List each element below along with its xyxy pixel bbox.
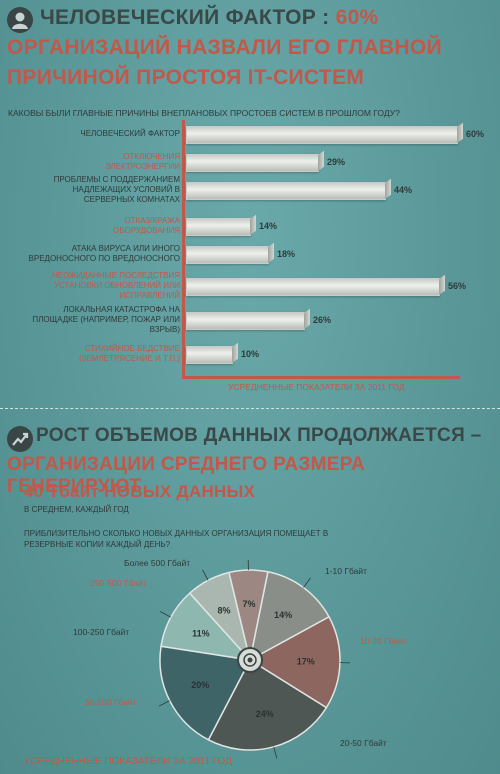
bar-value-label: 18% — [277, 249, 296, 259]
bar-category-label: АТАКА ВИРУСА ИЛИ ИНОГО ВРЕДОНОСНОГО ПО ВР… — [28, 244, 180, 263]
bar — [186, 346, 233, 364]
pie-value-label: 8% — [218, 606, 231, 616]
section1-title-line2: ОРГАНИЗАЦИЙ НАЗВАЛИ ЕГО ГЛАВНОЙ — [7, 36, 442, 59]
pie-slice — [248, 570, 331, 662]
target-icon-dot — [247, 657, 253, 663]
section1-title-pct: 60% — [335, 6, 379, 29]
bar-value-label: 14% — [259, 221, 278, 231]
bar — [186, 312, 305, 330]
pie-leader-line — [202, 569, 209, 581]
bar-category-label: СТИХИЙНОЕ БЕДСТВИЕ (ЗЕМЛЕТРЯСЕНИЕ И Т.П.) — [79, 344, 180, 363]
bar-category-label: ОТКАЗ/КРАЖА ОБОРУДОВАНИЯ — [113, 216, 180, 235]
growth-chart-icon — [7, 426, 33, 452]
pie-value-label: 7% — [243, 599, 256, 609]
bar-chart: УСРЕДНЕННЫЕ ПОКАЗАТЕЛИ ЗА 2011 ГОД 60% ЧЕ… — [0, 120, 500, 400]
section1-title-line1: ЧЕЛОВЕЧЕСКИЙ ФАКТОР : 60% — [40, 6, 379, 30]
pie-category-label: 250-500 Тбайт — [90, 578, 147, 588]
section2-title-line1: РОСТ ОБЪЕМОВ ДАННЫХ ПРОДОЛЖАЕТСЯ – — [36, 425, 482, 446]
pie-category-label: 10-20 Гбайт — [360, 636, 407, 646]
pie-chart-footer: УСРЕДНЕННЫЕ ПОКАЗАТЕЛИ ЗА 2011 ГОД — [24, 756, 232, 767]
bar-category-label: ОТКЛЮЧЕНИЯ ЭЛЕКТРОЭНЕРГИИ — [104, 152, 180, 171]
pie-slice — [228, 569, 269, 661]
section1-title-part1: ЧЕЛОВЕЧЕСКИЙ ФАКТОР : — [40, 6, 330, 29]
pie-leader-line — [160, 611, 172, 618]
bar-value-label: 60% — [466, 129, 485, 139]
section2-subtitle: В СРЕДНЕМ, КАЖДЫЙ ГОД — [24, 505, 129, 514]
pie-category-label: 1-10 Гбайт — [325, 566, 368, 576]
pie-value-label: 14% — [274, 610, 292, 620]
pie-category-label: 50-100 Гбайт — [85, 697, 137, 707]
bar-category-label: ЛОКАЛЬНАЯ КАТАСТРОФА НА ПЛОЩАДКЕ (НАПРИМЕ… — [32, 305, 180, 334]
pie-category-label: 20-50 Гбайт — [340, 738, 387, 748]
pie-slice — [159, 645, 252, 741]
person-icon — [7, 7, 33, 33]
bar-chart-axis-bottom — [182, 376, 460, 379]
pie-value-label: 11% — [192, 628, 210, 638]
bar-category-label: ПРОБЛЕМЫ С ПОДДЕРЖАНИЕМ НАДЛЕЖАЩИХ УСЛОВИ… — [53, 175, 180, 204]
pie-leader-line — [158, 700, 170, 707]
bar-value-label: 44% — [394, 185, 413, 195]
pie-leader-line — [273, 746, 278, 759]
section1-question: Каковы были главные причины внеплановых … — [8, 108, 400, 118]
section-divider — [0, 408, 500, 409]
bar — [186, 154, 319, 172]
bar — [186, 218, 251, 236]
bar-value-label: 26% — [313, 315, 332, 325]
bar-value-label: 29% — [327, 157, 346, 167]
target-icon-ring — [243, 653, 257, 667]
section2-title-line3: 40 Тбайт НОВЫХ ДАННЫХ — [24, 482, 256, 501]
pie-category-label: 100-250 Гбайт — [73, 627, 130, 637]
bar — [186, 278, 440, 296]
section1-title-line3: ПРИЧИНОЙ ПРОСТОЯ IT-СИСТЕМ — [7, 66, 365, 89]
section2-question: ПРИБЛИЗИТЕЛЬНО СКОЛЬКО НОВЫХ ДАННЫХ ОРГА… — [24, 529, 329, 549]
pie-leader-line — [303, 577, 311, 588]
section2-title-line2: ОРГАНИЗАЦИИ СРЕДНЕГО РАЗМЕРА ГЕНЕРИРУЮТ — [7, 454, 366, 497]
pie-value-label: 20% — [191, 680, 209, 690]
pie-category-label: Более 500 Гбайт — [124, 558, 191, 568]
pie-slice — [248, 615, 341, 709]
bar-chart-footer: УСРЕДНЕННЫЕ ПОКАЗАТЕЛИ ЗА 2011 ГОД — [228, 382, 405, 392]
bar — [186, 126, 458, 144]
pie-value-label: 17% — [297, 657, 315, 667]
pie-slice — [207, 658, 328, 751]
pie-chart: 14% 17% 24% 20% 11% 8% 7% — [158, 560, 350, 759]
bar-category-label: НЕОЖИДАННЫЕ ПОСЛЕДСТВИЯ УСТАНОВКИ ОБНОВЛЕ… — [52, 271, 180, 300]
bar-chart-axis-left — [182, 120, 185, 378]
bar — [186, 182, 386, 200]
bar-category-label: ЧЕЛОВЕЧЕСКИЙ ФАКТОР — [80, 129, 180, 138]
bar — [186, 246, 269, 264]
bar-value-label: 10% — [241, 349, 260, 359]
bar-value-label: 56% — [448, 281, 467, 291]
pie-value-label: 24% — [256, 709, 274, 719]
